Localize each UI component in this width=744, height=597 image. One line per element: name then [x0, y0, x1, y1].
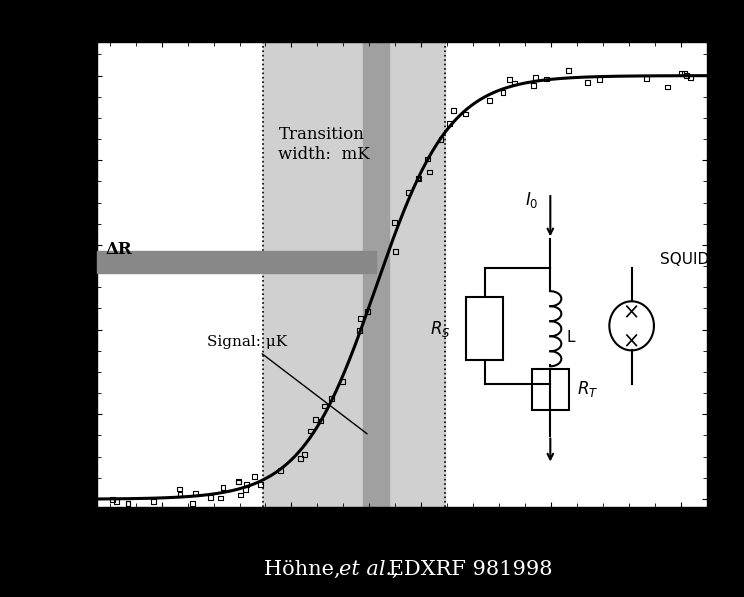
Point — [444, 119, 456, 128]
Bar — [263, 42, 445, 507]
Point — [205, 493, 217, 502]
Point — [353, 326, 365, 336]
Text: ΔR: ΔR — [106, 241, 132, 258]
Point — [106, 495, 118, 504]
Point — [248, 472, 260, 481]
Point — [540, 74, 552, 84]
Point — [460, 109, 472, 119]
Point — [325, 394, 337, 404]
Point — [676, 69, 687, 78]
Point — [497, 88, 509, 97]
Point — [173, 484, 185, 494]
Text: et al.,: et al., — [339, 560, 398, 579]
Point — [641, 74, 652, 84]
Point — [581, 78, 593, 87]
Point — [240, 479, 252, 489]
Point — [389, 218, 401, 227]
Point — [232, 477, 244, 487]
Point — [275, 466, 286, 475]
Point — [187, 498, 199, 508]
Y-axis label: Resistance [a.u.]: Resistance [a.u.] — [42, 199, 60, 350]
Point — [217, 483, 229, 493]
Point — [315, 416, 327, 426]
Point — [215, 493, 227, 503]
Bar — [363, 42, 389, 507]
Point — [362, 307, 373, 316]
Text: Transition
width:  mK: Transition width: mK — [278, 127, 371, 163]
Text: Signal: μK: Signal: μK — [207, 336, 367, 434]
Point — [594, 74, 606, 84]
Point — [422, 154, 434, 164]
Point — [189, 489, 201, 498]
Point — [336, 377, 348, 386]
Bar — [97, 251, 376, 272]
Point — [661, 82, 673, 92]
Point — [679, 69, 690, 78]
Point — [435, 135, 447, 144]
Point — [240, 485, 251, 494]
Point — [310, 415, 321, 424]
Point — [298, 450, 310, 459]
Point — [484, 96, 496, 106]
Point — [447, 106, 459, 116]
Point — [111, 496, 123, 506]
Point — [412, 173, 424, 183]
Point — [355, 314, 367, 324]
Point — [234, 490, 246, 500]
Point — [403, 188, 414, 198]
Point — [174, 490, 186, 499]
Point — [530, 72, 542, 82]
Text: Höhne,: Höhne, — [264, 560, 347, 579]
Point — [684, 73, 696, 82]
Point — [527, 81, 539, 90]
Point — [319, 401, 331, 411]
Point — [304, 426, 316, 436]
Point — [295, 454, 307, 463]
Point — [232, 476, 244, 486]
Point — [508, 78, 520, 88]
Point — [390, 247, 402, 257]
Text: ΔT: ΔT — [365, 527, 388, 540]
Point — [562, 66, 574, 75]
X-axis label: Temperature  [mK]: Temperature [mK] — [317, 536, 487, 554]
Point — [122, 498, 134, 508]
Point — [681, 71, 693, 81]
Point — [147, 497, 159, 506]
Point — [254, 480, 266, 490]
Point — [504, 75, 516, 85]
Point — [423, 167, 435, 177]
Text: EDXRF 981998: EDXRF 981998 — [382, 560, 552, 579]
Point — [413, 174, 425, 183]
Point — [122, 498, 134, 508]
